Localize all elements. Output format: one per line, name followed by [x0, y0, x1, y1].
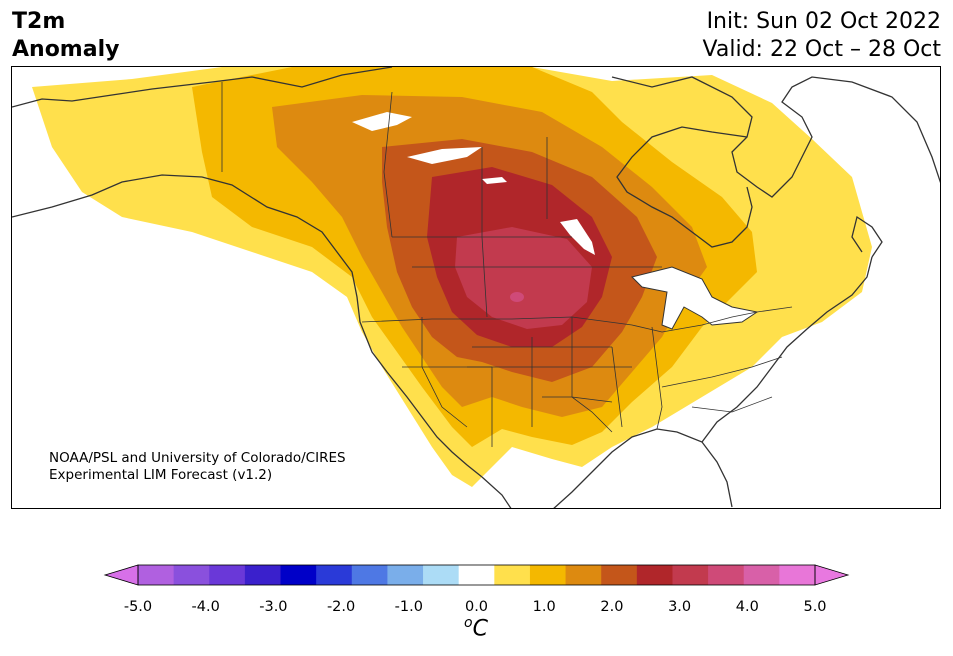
colorbar-tick-label: -3.0 — [259, 599, 288, 615]
colorbar-cell — [636, 565, 673, 585]
colorbar-cell — [779, 565, 816, 585]
colorbar-high-extension — [814, 564, 850, 586]
great-lakes — [631, 266, 759, 330]
credit-line-1: NOAA/PSL and University of Colorado/CIRE… — [49, 450, 346, 466]
colorbar-cell — [529, 565, 567, 585]
data-credit: NOAA/PSL and University of Colorado/CIRE… — [49, 450, 346, 484]
colorbar — [103, 564, 850, 586]
colorbar-cell — [601, 565, 638, 585]
colorbar-tick-label: 3.0 — [668, 599, 692, 615]
map-title: T2m Anomaly — [12, 8, 119, 64]
colorbar-unit: oC — [464, 615, 488, 641]
credit-line-2: Experimental LIM Forecast (v1.2) — [49, 467, 273, 483]
colorbar-tick-label: 4.0 — [735, 599, 759, 615]
colorbar-tick-label: -4.0 — [191, 599, 220, 615]
colorbar-cell — [743, 565, 780, 585]
forecast-dates: Init: Sun 02 Oct 2022 Valid: 22 Oct – 28… — [703, 8, 941, 64]
init-date: Init: Sun 02 Oct 2022 — [706, 9, 941, 34]
reindeer-lake — [482, 177, 507, 184]
anomaly-band-6 — [455, 227, 592, 329]
colorbar-cell — [565, 565, 602, 585]
valid-dates: Valid: 22 Oct – 28 Oct — [702, 37, 941, 62]
colorbar-tick-label: 5.0 — [803, 599, 827, 615]
great-slave-lake — [352, 112, 412, 131]
colorbar-tick-label: 1.0 — [532, 599, 556, 615]
anomaly-map — [11, 66, 941, 509]
colorbar-cell — [423, 565, 460, 585]
unit-degree-symbol: o — [464, 615, 473, 631]
colorbar-tick-label: -5.0 — [123, 599, 153, 615]
coastlines — [12, 67, 940, 508]
political-borders — [221, 82, 793, 447]
title-line-1: T2m — [12, 9, 66, 34]
colorbar-cell — [173, 565, 210, 585]
title-line-2: Anomaly — [12, 37, 120, 62]
colorbar-cell — [316, 565, 353, 585]
colorbar-cell — [351, 565, 388, 585]
lake-athabasca — [407, 147, 482, 164]
colorbar-cell — [494, 565, 531, 585]
colorbar-cell — [138, 565, 175, 585]
colorbar-cell — [458, 565, 495, 585]
anomaly-peak — [510, 292, 524, 302]
colorbar-low-extension — [103, 564, 139, 586]
colorbar-cell — [708, 565, 745, 585]
colorbar-cell — [672, 565, 709, 585]
unit-letter: C — [472, 616, 488, 642]
colorbar-outline — [137, 564, 816, 586]
colorbar-tick-label: -1.0 — [394, 599, 423, 615]
colorbar-tick-label: -2.0 — [326, 599, 356, 615]
colorbar-cell — [209, 565, 246, 585]
colorbar-cell — [280, 565, 317, 585]
colorbar-cell — [244, 565, 282, 585]
lake-winnipeg — [560, 219, 595, 255]
colorbar-tick-label: 0.0 — [464, 599, 489, 615]
colorbar-tick-label: 2.0 — [600, 599, 624, 615]
colorbar-cell — [387, 565, 424, 585]
